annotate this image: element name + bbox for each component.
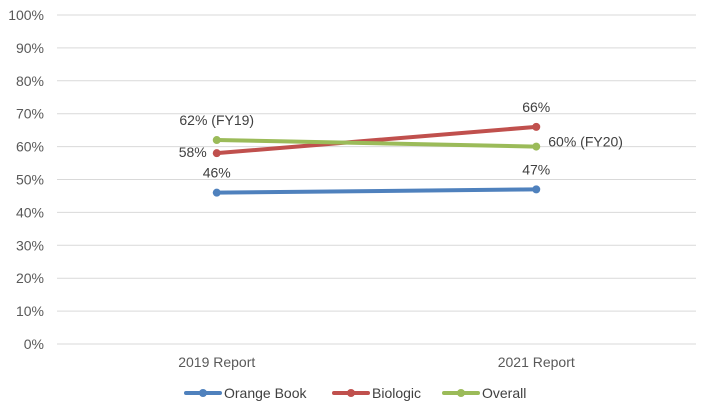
data-point bbox=[212, 136, 221, 145]
data-point bbox=[532, 185, 541, 194]
y-tick-label: 50% bbox=[16, 172, 44, 188]
data-label: 58% bbox=[179, 144, 207, 160]
y-tick-label: 90% bbox=[16, 40, 44, 56]
series-line-overall bbox=[214, 138, 539, 149]
y-tick-label: 30% bbox=[16, 237, 44, 253]
gridlines bbox=[57, 14, 696, 345]
data-point bbox=[532, 122, 541, 131]
legend: Orange Book Biologic Overall bbox=[184, 385, 526, 401]
series-lines bbox=[212, 122, 541, 197]
data-label: 46% bbox=[203, 165, 231, 181]
x-tick-label: 2021 Report bbox=[498, 354, 575, 370]
legend-marker bbox=[199, 389, 207, 397]
y-tick-label: 60% bbox=[16, 139, 44, 155]
series-line-biologic bbox=[214, 124, 539, 156]
legend-label: Orange Book bbox=[224, 385, 307, 401]
data-label: 60% (FY20) bbox=[548, 134, 623, 150]
y-axis-tick-labels: 0% 10% 20% 30% 40% 50% 60% 70% 80% 90% 100% bbox=[8, 7, 44, 352]
data-label: 47% bbox=[522, 161, 550, 177]
legend-marker bbox=[347, 389, 355, 397]
legend-marker bbox=[457, 389, 465, 397]
x-tick-label: 2019 Report bbox=[178, 354, 255, 370]
data-point bbox=[532, 142, 541, 151]
x-axis-tick-labels: 2019 Report 2021 Report bbox=[178, 354, 575, 370]
y-tick-label: 70% bbox=[16, 106, 44, 122]
data-labels: 46% 47% 58% 66% 62% (FY19) 60% (FY20) bbox=[179, 99, 623, 181]
legend-label: Overall bbox=[482, 385, 526, 401]
y-tick-label: 20% bbox=[16, 270, 44, 286]
data-point bbox=[212, 149, 221, 158]
data-label: 66% bbox=[522, 99, 550, 115]
y-tick-label: 40% bbox=[16, 204, 44, 220]
data-point bbox=[212, 188, 221, 197]
y-tick-label: 80% bbox=[16, 73, 44, 89]
y-tick-label: 100% bbox=[8, 7, 44, 23]
data-label: 62% (FY19) bbox=[179, 112, 254, 128]
series-line-orange-book bbox=[214, 187, 539, 195]
legend-label: Biologic bbox=[372, 385, 421, 401]
y-tick-label: 0% bbox=[24, 336, 44, 352]
y-tick-label: 10% bbox=[16, 303, 44, 319]
